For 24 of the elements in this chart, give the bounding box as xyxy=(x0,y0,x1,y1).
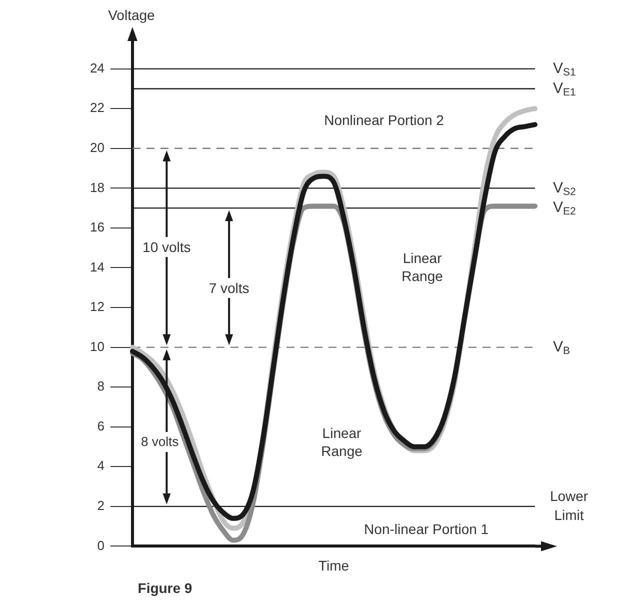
y-tick-label: 24 xyxy=(90,60,104,76)
y-tick-label: 6 xyxy=(97,418,104,434)
annotation: Linear Range xyxy=(320,424,364,462)
ref-line-label: Lower Limit xyxy=(550,488,588,523)
y-tick-label: 14 xyxy=(90,259,104,274)
annotation: Nonlinear Portion 2 xyxy=(323,111,445,130)
y-tick-label: 10 xyxy=(90,338,104,354)
caption: Figure 9 xyxy=(136,579,194,598)
y-tick-label: 18 xyxy=(90,180,104,195)
y-tick-label: 4 xyxy=(97,458,104,474)
annotation: 7 volts xyxy=(206,278,252,298)
y-axis-title: Voltage xyxy=(108,7,156,23)
annotation: 8 volts xyxy=(141,432,179,452)
y-tick-label: 2 xyxy=(97,498,104,513)
y-tick-label: 20 xyxy=(90,140,104,155)
annotation: Non-linear Portion 1 xyxy=(363,520,490,540)
y-tick-label: 16 xyxy=(90,220,104,235)
x-axis-title: Time xyxy=(318,557,350,574)
y-tick-label: 22 xyxy=(90,100,104,116)
y-tick-label: 12 xyxy=(90,299,104,314)
annotation: Linear Range xyxy=(400,249,444,286)
y-tick-label: 8 xyxy=(97,378,104,394)
y-tick-label: 0 xyxy=(97,538,104,553)
annotation: 10 volts xyxy=(140,236,193,257)
